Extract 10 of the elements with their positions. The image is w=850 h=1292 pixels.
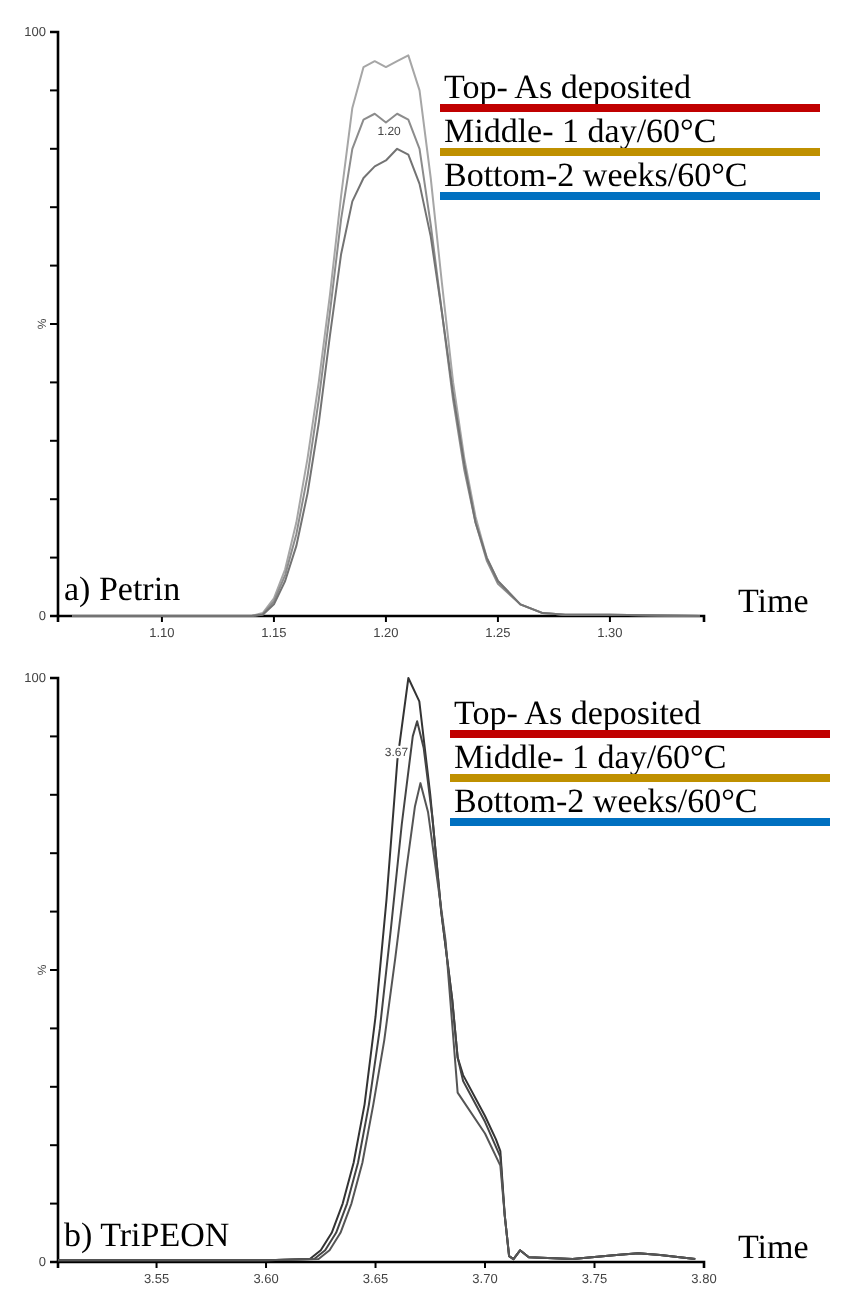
x-axis-title: Time: [738, 582, 809, 620]
annotation: Middle- 1 day/60°C: [454, 738, 727, 776]
annotation: Bottom-2 weeks/60°C: [444, 156, 748, 194]
annotation: Middle- 1 day/60°C: [444, 112, 717, 150]
annotation: Top- As deposited: [444, 68, 692, 106]
annotation: Bottom-2 weeks/60°C: [454, 782, 758, 820]
x-axis-title: Time: [738, 1228, 809, 1266]
annotation: Top- As deposited: [454, 694, 702, 732]
text: b) TriPEON: [64, 1216, 230, 1254]
text: a) Petrin: [64, 570, 182, 608]
